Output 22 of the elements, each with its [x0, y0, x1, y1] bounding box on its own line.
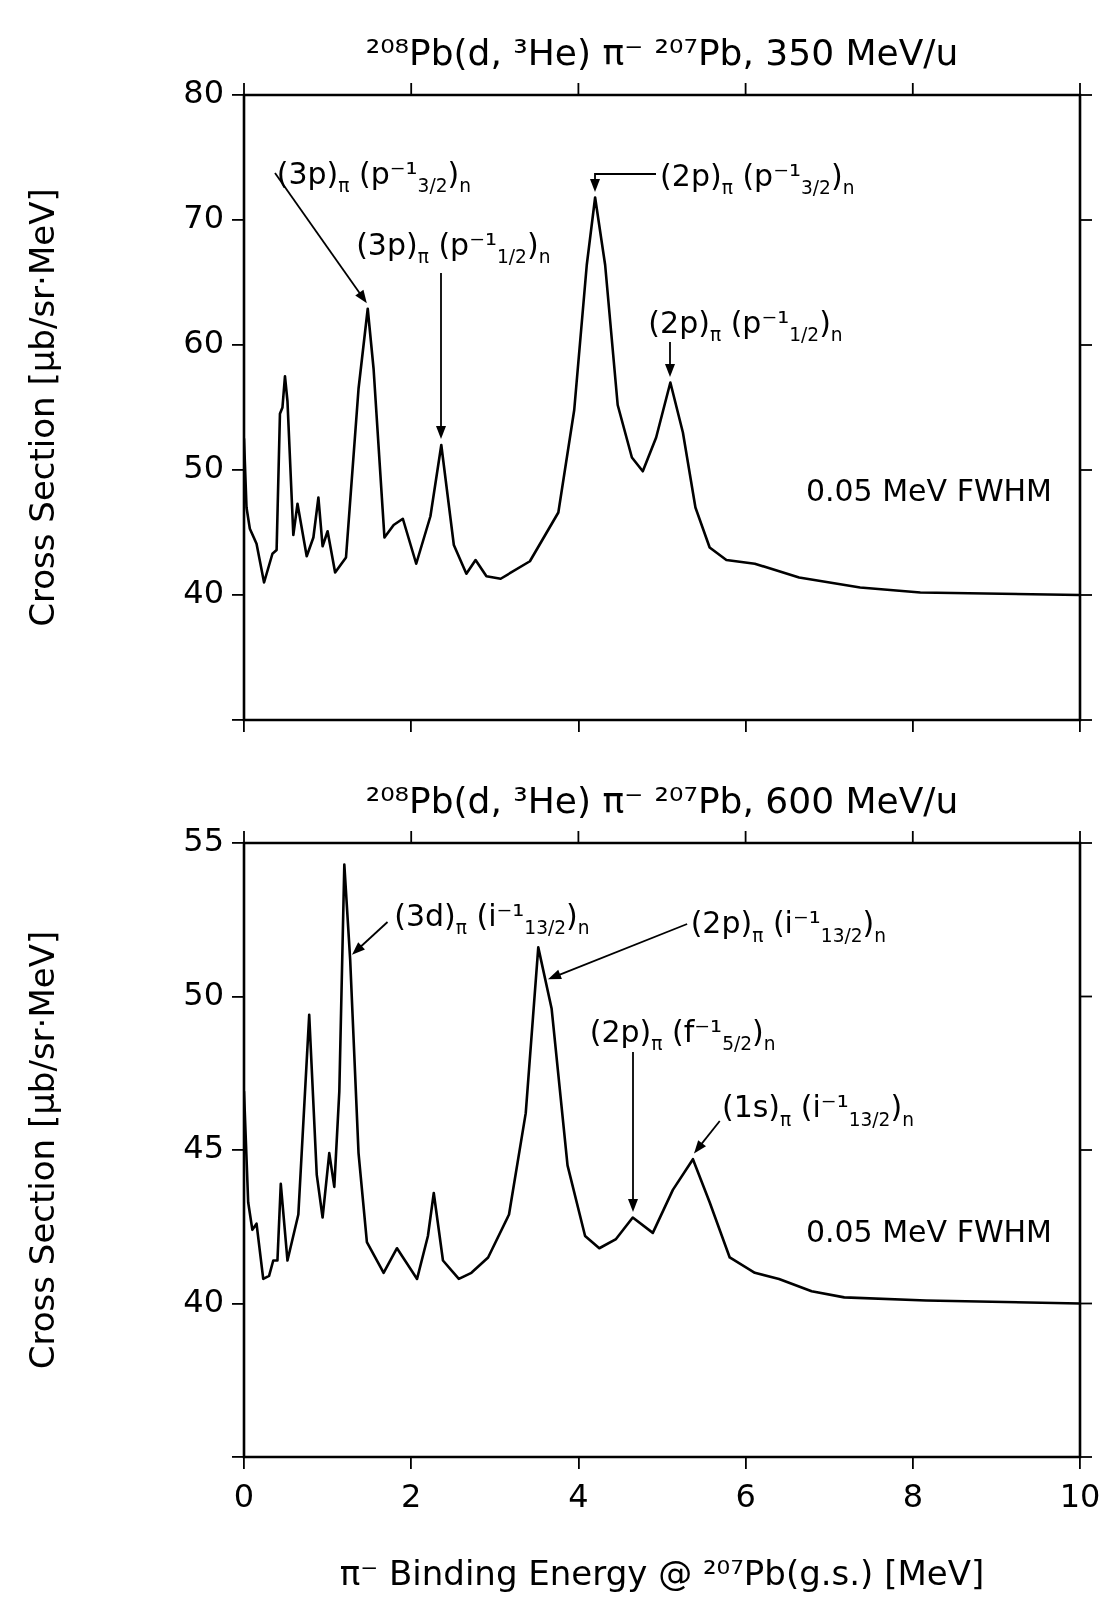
annotation: 0.05 MeV FWHM: [805, 472, 1052, 508]
y-tick-label: 45: [183, 1128, 224, 1167]
y-tick-label: 50: [183, 974, 224, 1013]
x-axis-title: π⁻ Binding Energy @ ²⁰⁷Pb(g.s.) [MeV]: [339, 1553, 985, 1593]
y-tick-label: 40: [183, 573, 224, 612]
y-tick-label: 55: [183, 821, 224, 860]
y-axis-title: Cross Section [μb/sr·MeV]: [22, 930, 62, 1370]
x-tick-label: 0: [233, 1476, 255, 1515]
x-tick-label: 4: [568, 1476, 589, 1515]
chart-title: ²⁰⁸Pb(d, ³He) π⁻ ²⁰⁷Pb, 600 MeV/u: [365, 780, 959, 821]
x-tick-label: 8: [902, 1476, 923, 1515]
x-tick-label: 10: [1059, 1476, 1101, 1515]
y-tick-label: 60: [183, 323, 224, 362]
y-tick-label: 70: [183, 198, 224, 237]
y-tick-label: 40: [183, 1281, 224, 1320]
chart-title: ²⁰⁸Pb(d, ³He) π⁻ ²⁰⁷Pb, 350 MeV/u: [365, 32, 959, 73]
annotation: 0.05 MeV FWHM: [805, 1213, 1052, 1249]
y-tick-label: 80: [183, 73, 224, 112]
y-axis-title: Cross Section [μb/sr·MeV]: [22, 188, 62, 627]
x-tick-label: 2: [401, 1476, 422, 1515]
y-tick-label: 50: [183, 448, 224, 487]
x-tick-label: 6: [735, 1476, 756, 1515]
